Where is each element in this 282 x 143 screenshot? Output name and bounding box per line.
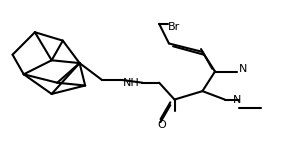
Text: Br: Br (168, 22, 180, 32)
Text: N: N (239, 64, 247, 74)
Text: O: O (158, 120, 166, 130)
Text: N: N (233, 95, 241, 105)
Text: NH: NH (123, 78, 140, 88)
